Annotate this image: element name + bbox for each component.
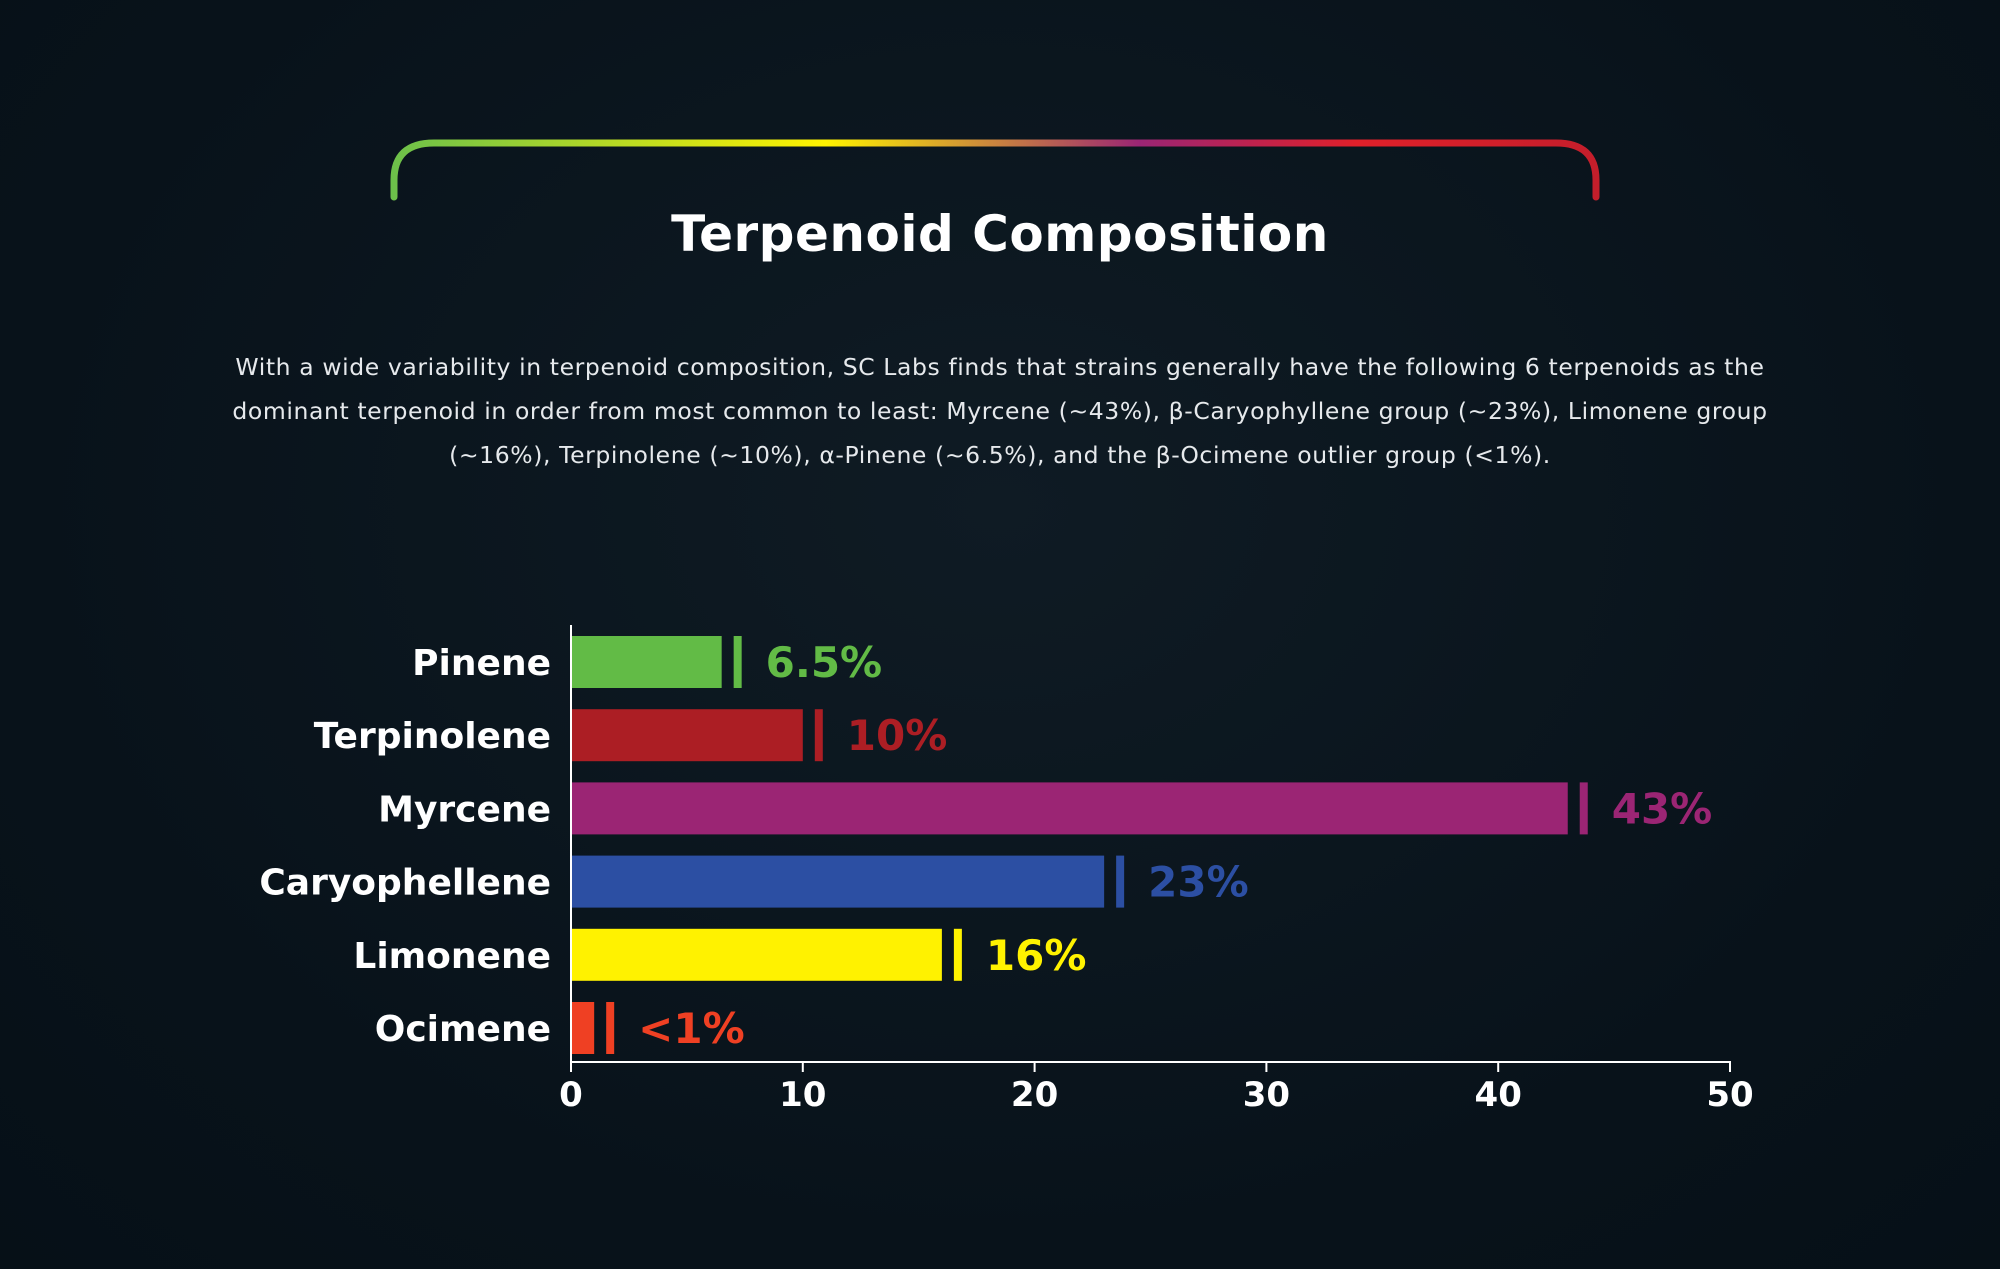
bar-ocimene	[571, 1002, 595, 1054]
bar-limonene	[571, 928, 942, 981]
bar-end-marker-myrcene	[1579, 782, 1588, 835]
value-label-ocimene: <1%	[638, 1004, 745, 1053]
category-label-caryophellene: Caryophellene	[259, 863, 551, 904]
category-label-pinene: Pinene	[412, 643, 551, 684]
x-tick-label-10: 10	[779, 1075, 826, 1115]
page-title: Terpenoid Composition	[671, 205, 1329, 263]
value-label-pinene: 6.5%	[766, 638, 882, 687]
category-label-limonene: Limonene	[353, 936, 551, 977]
bar-end-marker-terpinolene	[814, 709, 823, 762]
bar-end-marker-ocimene	[606, 1002, 615, 1054]
bar-terpinolene	[571, 709, 803, 762]
bar-end-marker-pinene	[733, 636, 742, 688]
category-label-terpinolene: Terpinolene	[314, 716, 551, 757]
description-text: With a wide variability in terpenoid com…	[232, 353, 1768, 469]
x-tick-label-50: 50	[1706, 1075, 1753, 1115]
category-label-ocimene: Ocimene	[375, 1009, 551, 1050]
category-label-myrcene: Myrcene	[378, 789, 551, 830]
x-tick-label-0: 0	[559, 1075, 583, 1115]
value-label-terpinolene: 10%	[847, 711, 948, 760]
value-label-myrcene: 43%	[1612, 784, 1713, 833]
x-tick-label-30: 30	[1243, 1075, 1290, 1115]
bar-myrcene	[571, 782, 1568, 835]
value-label-caryophellene: 23%	[1148, 858, 1249, 907]
x-tick-label-40: 40	[1475, 1075, 1522, 1115]
bar-pinene	[571, 636, 722, 688]
value-label-limonene: 16%	[986, 931, 1087, 980]
x-tick-label-20: 20	[1011, 1075, 1058, 1115]
bar-end-marker-limonene	[953, 928, 962, 981]
bar-caryophellene	[571, 855, 1105, 908]
bar-end-marker-caryophellene	[1116, 855, 1125, 908]
